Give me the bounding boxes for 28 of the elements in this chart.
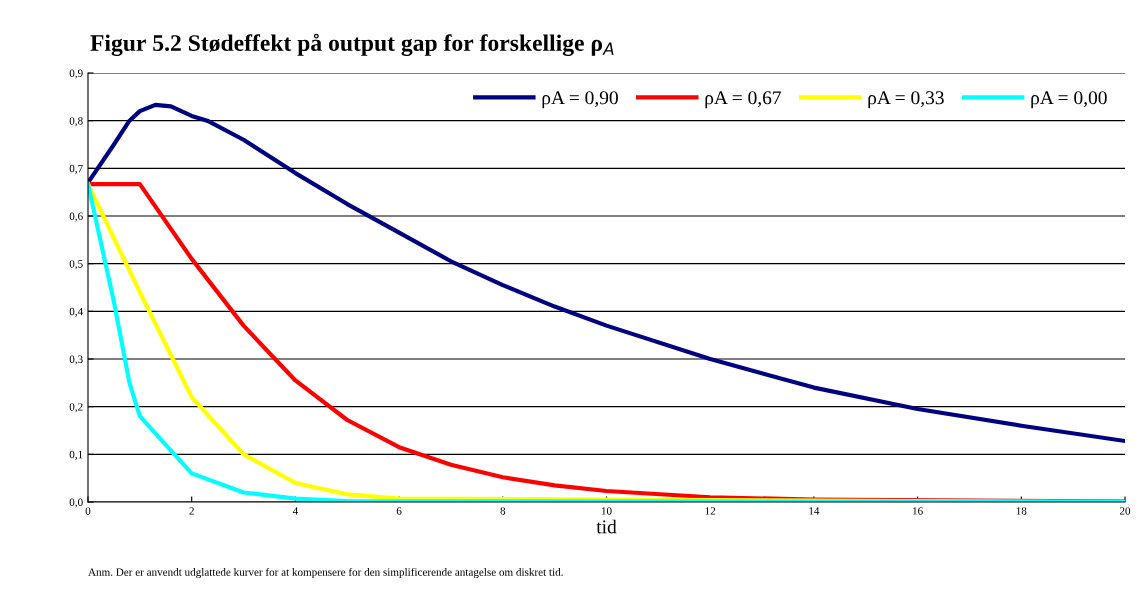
x-tick-label: 10 (601, 507, 612, 515)
text: Anm. Der er anvendt udglattede kurver for at kompensere for den simplificerende antagelse om diskret tid. (88, 567, 563, 579)
x-tick-label: 14 (809, 507, 820, 515)
y-tick-label: 0,6 (69, 212, 83, 222)
y-tick-label: 0,0 (69, 498, 83, 508)
x-tick-label: 2 (189, 507, 194, 515)
y-tick-label: 0,4 (69, 307, 83, 317)
x-tick-label: 16 (913, 507, 923, 515)
x-tick-label: 12 (705, 507, 716, 515)
x-tick-label: 18 (1016, 507, 1027, 515)
y-tick-label: 0,7 (69, 164, 83, 174)
legend-label: ρA = 0,00 (1031, 91, 1107, 109)
x-tick-label: 8 (500, 507, 506, 515)
y-tick-label: 0,5 (69, 260, 83, 270)
x-axis-title: tid (596, 519, 617, 534)
y-tick-label: 0,2 (69, 403, 83, 413)
legend-label: ρA = 0,90 (542, 91, 618, 109)
y-tick-label: 0,8 (69, 117, 83, 127)
y-tick-label: 0,1 (69, 450, 83, 460)
legend-label: ρA = 0,33 (868, 91, 944, 109)
chart-title: Figur 5.2 Stødeffekt på output gap for forskellige ρ$_{A}$ (90, 33, 614, 56)
x-tick-label: 6 (396, 507, 402, 515)
x-tick-label: 20 (1119, 507, 1131, 515)
x-tick-label: 0 (85, 507, 91, 515)
x-tick-label: 4 (292, 507, 298, 515)
y-tick-label: 0,9 (69, 69, 83, 79)
y-tick-label: 0,3 (69, 355, 83, 365)
legend-label: ρA = 0,67 (705, 91, 782, 109)
